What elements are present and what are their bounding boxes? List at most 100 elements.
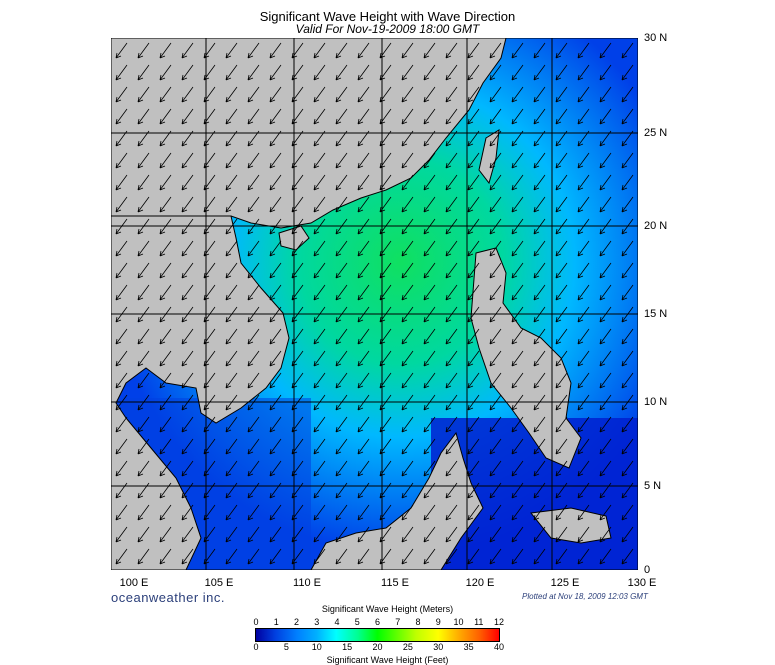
wave-arrow (467, 108, 480, 125)
wave-arrow (291, 284, 304, 301)
wave-arrow (577, 42, 590, 59)
wave-arrow (511, 196, 524, 213)
wave-arrow (115, 240, 128, 257)
wave-arrow (137, 262, 150, 279)
wave-arrow (291, 108, 304, 125)
wave-arrow (489, 86, 502, 103)
wave-arrow (137, 416, 150, 433)
wave-arrow (159, 350, 172, 367)
wave-arrow (379, 196, 392, 213)
wave-arrow (159, 64, 172, 81)
lat-label: 10 N (644, 396, 668, 408)
wave-arrow (247, 394, 260, 411)
wave-arrow (181, 372, 194, 389)
wave-arrow (357, 174, 370, 191)
wave-arrow (423, 218, 436, 235)
wave-arrow (225, 262, 238, 279)
wave-arrow (291, 460, 304, 477)
wave-arrow (599, 460, 612, 477)
wave-arrow (445, 108, 458, 125)
wave-arrow (599, 306, 612, 323)
wave-arrow (159, 174, 172, 191)
wave-arrow (357, 262, 370, 279)
wave-arrow (203, 416, 216, 433)
wave-arrow (401, 394, 414, 411)
wave-arrow (115, 328, 128, 345)
wave-arrow (357, 504, 370, 521)
wave-arrow (577, 372, 590, 389)
wave-arrow (621, 350, 634, 367)
wave-arrow (291, 130, 304, 147)
wave-arrow (423, 240, 436, 257)
wave-arrow (137, 548, 150, 565)
wave-arrow (247, 284, 260, 301)
wave-arrow (467, 196, 480, 213)
wave-arrow (203, 372, 216, 389)
wave-arrow (621, 460, 634, 477)
wave-arrow (379, 306, 392, 323)
wave-arrow (621, 284, 634, 301)
wave-arrow (379, 482, 392, 499)
chart-title: Significant Wave Height with Wave Direct… (259, 9, 516, 24)
wave-arrow (335, 504, 348, 521)
wave-arrow (203, 262, 216, 279)
wave-arrow (137, 306, 150, 323)
wave-arrow (225, 328, 238, 345)
wave-arrow (577, 350, 590, 367)
wave-arrow (555, 460, 568, 477)
wave-arrow (247, 218, 260, 235)
wave-arrow (247, 526, 260, 543)
wave-arrow (115, 42, 128, 59)
wave-arrow (555, 196, 568, 213)
wave-arrow (313, 416, 326, 433)
wave-arrow (533, 284, 546, 301)
wave-arrow (203, 240, 216, 257)
wave-arrow (203, 64, 216, 81)
wave-arrow (313, 306, 326, 323)
wave-arrow (423, 130, 436, 147)
wave-arrow (489, 218, 502, 235)
wave-arrow (203, 108, 216, 125)
wave-arrow (533, 438, 546, 455)
wave-arrow (401, 350, 414, 367)
wave-arrow (357, 350, 370, 367)
wave-arrow (203, 196, 216, 213)
wave-arrow (401, 262, 414, 279)
wave-arrow (379, 394, 392, 411)
wave-arrow (159, 460, 172, 477)
wave-arrow (555, 394, 568, 411)
wave-arrow (489, 64, 502, 81)
wave-arrow (291, 482, 304, 499)
wave-arrow (313, 482, 326, 499)
wave-arrow (445, 438, 458, 455)
wave-arrow (467, 262, 480, 279)
legend-feet-tick: 40 (493, 642, 504, 652)
wave-arrow (379, 284, 392, 301)
wave-arrow (489, 438, 502, 455)
wave-arrow (599, 196, 612, 213)
wave-arrow (247, 64, 260, 81)
wave-arrow (533, 372, 546, 389)
wave-arrow (115, 86, 128, 103)
wave-arrow (225, 196, 238, 213)
lat-label: 15 N (644, 308, 668, 320)
wave-arrow (225, 108, 238, 125)
wave-arrow (445, 130, 458, 147)
wave-arrow (203, 218, 216, 235)
wave-arrow (555, 328, 568, 345)
wave-arrow (423, 152, 436, 169)
wave-arrow (225, 460, 238, 477)
wave-arrow (467, 350, 480, 367)
lat-label: 20 N (644, 220, 668, 232)
wave-arrow (489, 196, 502, 213)
wave-arrow (401, 152, 414, 169)
wave-arrow (621, 240, 634, 257)
wave-arrow (159, 416, 172, 433)
wave-arrow (159, 108, 172, 125)
wave-arrow (247, 240, 260, 257)
wave-arrow (313, 460, 326, 477)
wave-arrow (467, 526, 480, 543)
wave-arrow (269, 548, 282, 565)
wave-arrow (379, 240, 392, 257)
wave-arrow (467, 372, 480, 389)
